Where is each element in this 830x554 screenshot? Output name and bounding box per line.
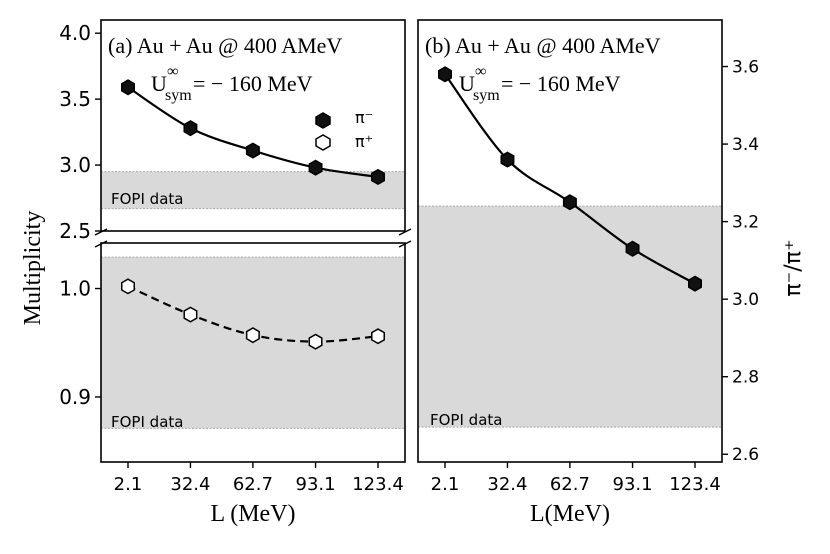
panel-b-ytick-label-3.2: 3.2 — [732, 213, 759, 233]
u-superscript: ∞ — [167, 63, 178, 80]
panel-b-ytick-label-2.8: 2.8 — [732, 368, 759, 388]
u-subscript: sym — [473, 87, 500, 104]
panel-b-series — [438, 66, 702, 292]
panel-b: FOPI data 2.6 2.8 3.0 3.2 3.4 3.6 2.1 32.4 62.7 9… — [417, 19, 806, 527]
panel-b-xlabel: L(MeV) — [530, 501, 610, 527]
u-value: = − 160 MeV — [193, 71, 313, 96]
panel-b-xtick-label-3: 93.1 — [613, 474, 653, 495]
fopi-label: FOPI data — [430, 411, 502, 429]
marker-ratio-2 — [562, 194, 577, 211]
marker-pi-minus-0 — [121, 79, 135, 96]
u-symbol: U — [459, 71, 475, 96]
legend-label-pi-plus: π⁺ — [355, 132, 373, 151]
panel-b-xtick-label-4: 123.4 — [669, 474, 721, 495]
marker-pi-plus-2 — [245, 327, 260, 344]
panel-a-xlabel: L (MeV) — [210, 501, 295, 527]
break-mark-left-top — [94, 228, 108, 236]
marker-ratio-4 — [688, 275, 702, 292]
fopi-band-upper — [101, 171, 405, 209]
panel-b-xtick-label-0: 2.1 — [431, 474, 460, 495]
panel-b-ylabel: π⁻/π⁺ — [781, 239, 806, 296]
panel-b-ytick-label-3.0: 3.0 — [732, 290, 759, 310]
marker-pi-plus-4 — [371, 328, 385, 345]
panel-a-annotation: U ∞ sym = − 160 MeV — [151, 63, 313, 104]
panel-b-title: (b) Au + Au @ 400 AMeV — [425, 33, 661, 58]
legend-marker-pi-minus — [315, 112, 331, 129]
upper-axes-frame — [100, 19, 406, 232]
marker-pi-plus-0 — [121, 278, 135, 295]
panel-a-xtick-label-0: 2.1 — [114, 474, 143, 495]
u-value: = − 160 MeV — [501, 71, 621, 96]
panel-a-xtick-label-3: 93.1 — [296, 474, 336, 495]
panel-b-xtick-label-1: 32.4 — [487, 474, 527, 495]
legend-label-pi-minus: π⁻ — [355, 108, 373, 127]
panel-a-upper-ytick-label-4.0: 4.0 — [59, 21, 91, 45]
marker-ratio-3 — [625, 240, 640, 257]
marker-pi-minus-3 — [308, 159, 323, 176]
panel-b-annotation: U ∞ sym = − 160 MeV — [459, 63, 621, 104]
marker-pi-plus-3 — [308, 333, 323, 350]
panel-b-ytick-label-3.6: 3.6 — [732, 58, 759, 78]
fopi-label-upper: FOPI data — [111, 190, 183, 208]
u-superscript: ∞ — [475, 63, 486, 80]
panel-a-series — [121, 79, 385, 350]
marker-ratio-0 — [438, 66, 452, 83]
panel-a-title: (a) Au + Au @ 400 AMeV — [108, 33, 342, 58]
break-mark-right-top — [398, 228, 412, 236]
panel-b-ticks: 2.6 2.8 3.0 3.2 3.4 3.6 2.1 32.4 62.7 93.1 123.4 — [431, 58, 759, 495]
marker-pi-minus-2 — [245, 142, 260, 159]
panel-a-xtick-label-1: 32.4 — [170, 474, 210, 495]
panel-b-ytick-label-2.6: 2.6 — [732, 445, 759, 465]
fopi-label-lower: FOPI data — [111, 413, 183, 431]
panel-a: FOPI data FOPI data 2.53.03.54.00.91.02.… — [20, 19, 416, 527]
marker-pi-minus-4 — [371, 168, 385, 185]
panel-a-ylabel: Multiplicity — [20, 211, 46, 326]
panel-a-lower-ytick-label-1.0: 1.0 — [59, 277, 91, 301]
panel-b-ytick-label-3.4: 3.4 — [732, 135, 759, 155]
marker-pi-minus-1 — [183, 120, 198, 137]
axis-break-gap — [92, 232, 416, 242]
u-symbol: U — [151, 71, 167, 96]
break-mark-right-bottom — [398, 240, 412, 248]
panel-a-ticks: 2.5 3.0 3.5 4.0 0.9 1.0 2.1 32.4 62.7 93.1 123.4 — [59, 21, 404, 495]
panel-b-xtick-label-2: 62.7 — [550, 474, 590, 495]
legend-marker-pi-plus — [315, 134, 331, 151]
break-mark-left-bottom — [94, 240, 108, 248]
fopi-band — [418, 206, 722, 428]
panel-a-upper-ytick-label-2.5: 2.5 — [59, 219, 91, 243]
panel-a-xtick-label-4: 123.4 — [352, 474, 404, 495]
panel-a-upper-ytick-label-3.5: 3.5 — [59, 87, 91, 111]
marker-ratio-1 — [500, 151, 515, 168]
legend: π⁻ π⁺ — [315, 108, 373, 151]
u-subscript: sym — [165, 87, 192, 104]
panel-a-upper-ytick-label-3.0: 3.0 — [59, 153, 91, 177]
panel-a-lower-ytick-label-0.9: 0.9 — [59, 385, 91, 409]
marker-pi-plus-1 — [183, 306, 198, 323]
panel-a-xtick-label-2: 62.7 — [233, 474, 273, 495]
